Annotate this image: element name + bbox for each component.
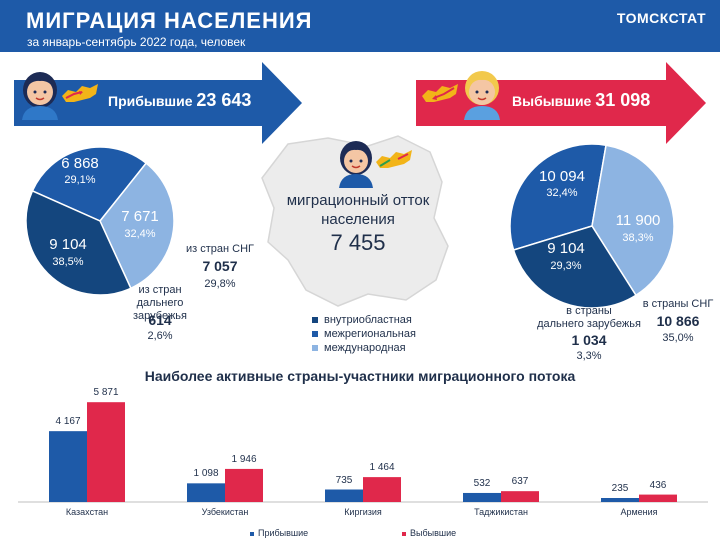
bar-value-label: 436 <box>649 479 667 491</box>
arrivals-total: 23 643 <box>196 90 252 110</box>
departures-slice-pct: 32,4% <box>546 187 578 199</box>
departures-cis-pct: 35,0% <box>662 332 694 344</box>
legend-swatch <box>312 331 318 338</box>
departures-pie-slice <box>512 225 637 309</box>
departures-pie <box>509 143 675 309</box>
bar-value-label: 235 <box>611 483 629 494</box>
legend-label: Прибывшие <box>258 528 309 538</box>
person-icon <box>22 72 58 120</box>
arrivals-label: Прибывшие <box>108 93 193 109</box>
arrivals-pie-slice <box>31 146 148 222</box>
arrivals-heading: Прибывшие 23 643 <box>108 90 251 111</box>
bar-value-label: 1 098 <box>193 468 219 480</box>
bar-arrivals <box>325 489 363 502</box>
bar-departures <box>363 477 401 502</box>
bar-chart <box>18 402 708 503</box>
legend-label: международная <box>324 342 406 354</box>
header-bar: МИГРАЦИЯ НАСЕЛЕНИЯ за январь-сентябрь 20… <box>0 0 720 52</box>
russia-map-icon <box>376 150 412 168</box>
arrivals-pie-slice <box>99 162 175 290</box>
category-label: Таджикистан <box>474 507 528 517</box>
departures-label: Выбывшие <box>512 93 592 109</box>
departures-heading: Выбывшие 31 098 <box>512 90 650 111</box>
departures-far-pct: 3,3% <box>576 350 602 362</box>
russia-map-icon <box>422 84 458 102</box>
bar-value-label: 532 <box>473 477 491 489</box>
bar-departures <box>501 491 539 502</box>
center-value: 7 455 <box>330 230 386 255</box>
brand-label: ТОМСКСТАТ <box>616 10 706 26</box>
arrivals-far-label: дальнего зарубежья <box>133 297 187 322</box>
legend-swatch <box>250 531 254 536</box>
arrivals-far-value: 614 <box>148 312 172 328</box>
departures-pie-slice <box>509 143 607 251</box>
center-line2: населения <box>321 211 395 228</box>
bar-arrivals <box>187 483 225 502</box>
category-label: Киргизия <box>344 507 382 517</box>
bar-value-label: 1 464 <box>369 462 395 474</box>
arrivals-slice-pct: 38,5% <box>52 256 84 268</box>
bar-arrivals <box>601 498 639 502</box>
arrivals-cis-pct: 29,8% <box>204 278 236 290</box>
legend-item: Прибывшие <box>250 528 308 538</box>
legend-swatch <box>312 345 318 352</box>
departures-total: 31 098 <box>595 90 651 110</box>
arrivals-arrow <box>14 62 302 144</box>
departures-cis-label: в страны СНГ <box>642 298 714 310</box>
page-subtitle: за январь-сентябрь 2022 года, человек <box>27 35 246 49</box>
departures-far-value: 1 034 <box>571 332 607 348</box>
legend-swatch <box>312 317 318 324</box>
arrivals-pie <box>26 146 175 296</box>
legend-item: внутриобластная <box>312 313 412 327</box>
departures-far-label: дальнего зарубежья <box>537 318 641 330</box>
arrivals-slice-pct: 32,4% <box>124 228 156 240</box>
russia-map-icon <box>62 84 98 102</box>
arrivals-pie-slice <box>26 189 132 296</box>
departures-far-label: в страны <box>566 305 612 317</box>
departures-cis-value: 10 866 <box>656 313 700 329</box>
legend-label: Выбывшие <box>410 528 457 538</box>
departures-slice-value: 9 104 <box>547 240 585 257</box>
category-label: Узбекистан <box>201 507 249 517</box>
arrivals-slice-value: 9 104 <box>49 236 87 253</box>
bar-departures <box>639 494 677 502</box>
tomsk-region-map <box>261 135 449 307</box>
bar-value-label: 5 871 <box>93 387 119 399</box>
arrivals-slice-pct: 29,1% <box>64 174 96 186</box>
arrivals-far-pct: 2,6% <box>147 330 173 342</box>
arrivals-slice-value: 6 868 <box>61 155 99 172</box>
legend-item: межрегиональная <box>312 327 416 341</box>
bar-value-label: 637 <box>511 476 529 488</box>
bar-departures <box>225 468 263 502</box>
legend-label: внутриобластная <box>324 314 412 326</box>
page-title: МИГРАЦИЯ НАСЕЛЕНИЯ <box>26 8 313 33</box>
legend-label: межрегиональная <box>324 328 416 340</box>
bar-arrivals <box>49 431 87 502</box>
person-icon <box>339 141 373 188</box>
center-line1: миграционный отток <box>286 192 430 209</box>
departures-slice-pct: 29,3% <box>550 260 582 272</box>
departures-slice-pct: 38,3% <box>622 232 654 244</box>
bar-arrivals <box>463 492 501 502</box>
legend-swatch <box>402 531 406 536</box>
arrivals-cis-label: из стран СНГ <box>186 243 254 255</box>
arrivals-far-label: из стран <box>138 284 182 296</box>
bar-chart-title: Наиболее активные страны-участники мигра… <box>144 368 576 384</box>
category-label: Армения <box>620 507 658 517</box>
arrivals-slice-value: 7 671 <box>121 208 159 225</box>
category-label: Казахстан <box>65 507 109 517</box>
legend-item: международная <box>312 341 406 355</box>
bar-departures <box>87 402 125 502</box>
departures-slice-value: 11 900 <box>615 212 661 229</box>
bar-value-label: 735 <box>335 474 353 486</box>
person-icon <box>464 71 500 120</box>
arrivals-cis-value: 7 057 <box>202 258 238 274</box>
bar-value-label: 1 946 <box>231 453 257 465</box>
bar-value-label: 4 167 <box>55 416 81 428</box>
departures-slice-value: 10 094 <box>539 168 585 185</box>
legend-item: Выбывшие <box>402 528 456 538</box>
